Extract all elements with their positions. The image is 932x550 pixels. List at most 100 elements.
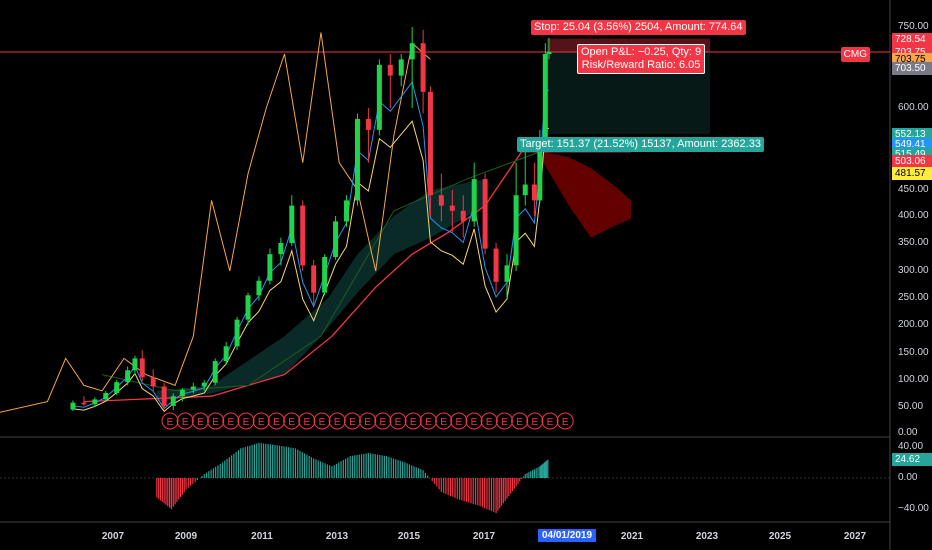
- time-tick-label: 2007: [101, 531, 125, 542]
- earnings-marker-23: [511, 412, 529, 430]
- price-tick-label: 750.00: [898, 21, 929, 32]
- candle-body-6: [132, 358, 138, 371]
- earnings-marker-label-15: E: [395, 417, 402, 428]
- price-tick-label: 200.00: [898, 319, 929, 330]
- price-tick-label: 600.00: [898, 102, 929, 113]
- earnings-marker-4: [222, 412, 240, 430]
- earnings-marker-22: [495, 412, 513, 430]
- earnings-marker-20: [465, 412, 483, 430]
- earnings-marker-8: [283, 412, 301, 430]
- candle-body-34: [427, 91, 433, 196]
- candle-body-15: [223, 346, 229, 362]
- ichimoku-cloud-bearish: [543, 151, 632, 238]
- earnings-marker-label-9: E: [303, 417, 310, 428]
- candle-body-31: [398, 59, 404, 76]
- earnings-marker-label-4: E: [227, 417, 234, 428]
- candle-body-2: [92, 399, 98, 405]
- candle-body-19: [267, 254, 273, 281]
- earnings-marker-9: [298, 412, 316, 430]
- target-label[interactable]: Target: 151.37 (21.52%) 15137, Amount: 2…: [517, 137, 764, 152]
- earnings-marker-label-6: E: [258, 417, 265, 428]
- earnings-marker-label-7: E: [273, 417, 280, 428]
- histogram-tick-label: −40.00: [898, 503, 929, 515]
- earnings-marker-label-14: E: [379, 417, 386, 428]
- earnings-marker-2: [191, 412, 209, 430]
- price-marker: 728.54: [892, 32, 932, 46]
- time-tick-label: 2013: [325, 531, 349, 542]
- candle-body-32: [409, 43, 415, 60]
- earnings-marker-label-10: E: [319, 417, 326, 428]
- earnings-marker-6: [252, 412, 270, 430]
- price-marker: 503.06: [892, 154, 932, 168]
- earnings-marker-16: [404, 412, 422, 430]
- earnings-marker-label-3: E: [212, 417, 219, 428]
- candle-body-27: [354, 118, 360, 201]
- earnings-marker-21: [480, 412, 498, 430]
- earnings-marker-26: [556, 412, 574, 430]
- candle-body-4: [114, 382, 120, 393]
- earnings-marker-12: [343, 412, 361, 430]
- earnings-marker-label-13: E: [364, 417, 371, 428]
- senkou-span-a: [102, 151, 541, 392]
- price-tick-label: 100.00: [898, 374, 929, 385]
- earnings-marker-11: [328, 412, 346, 430]
- earnings-marker-label-1: E: [182, 417, 189, 428]
- time-tick-label: 2015: [397, 531, 421, 542]
- conversion-line: [72, 80, 550, 410]
- candle-body-23: [311, 265, 317, 293]
- earnings-marker-3: [207, 412, 225, 430]
- candle-body-18: [256, 280, 262, 296]
- candle-body-14: [212, 361, 218, 383]
- candle-body-25: [333, 221, 339, 257]
- earnings-marker-label-5: E: [243, 417, 250, 428]
- candle-body-10: [170, 396, 176, 406]
- candle-body-33: [420, 43, 426, 92]
- price-tick-label: 0.00: [898, 427, 918, 438]
- candle-body-35: [438, 195, 444, 206]
- candle-body-0: [70, 402, 76, 410]
- base-line: [72, 120, 550, 413]
- candle-body-30: [387, 64, 393, 76]
- pnl-line2: Risk/Reward Ratio: 6.05: [581, 59, 701, 71]
- time-tick-label: 2009: [174, 531, 198, 542]
- candle-body-40: [493, 248, 499, 282]
- earnings-marker-label-20: E: [471, 417, 478, 428]
- candle-body-24: [322, 257, 328, 293]
- time-tick-label: 2021: [620, 531, 644, 542]
- earnings-marker-24: [526, 412, 544, 430]
- pnl-box[interactable]: Open P&L: −0.25, Qty: 9 Risk/Reward Rati…: [577, 44, 706, 74]
- earnings-marker-17: [419, 412, 437, 430]
- histogram-tick-label: 40.00: [898, 440, 924, 452]
- price-tick-label: 300.00: [898, 265, 929, 276]
- ichimoku-cloud-bullish: [156, 179, 486, 402]
- earnings-marker-7: [267, 412, 285, 430]
- candle-body-45: [537, 140, 543, 201]
- earnings-marker-label-8: E: [288, 417, 295, 428]
- stop-label[interactable]: Stop: 25.04 (3.56%) 2504, Amount: 774.64: [531, 20, 746, 35]
- candle-body-39: [482, 179, 488, 249]
- earnings-marker-18: [435, 412, 453, 430]
- candle-body-3: [103, 392, 109, 400]
- earnings-marker-label-22: E: [501, 417, 508, 428]
- candle-body-8: [150, 377, 156, 387]
- price-tick-label: 250.00: [898, 292, 929, 303]
- price-tick-label: 150.00: [898, 347, 929, 358]
- price-tick-label: 350.00: [898, 237, 929, 248]
- candle-body-42: [513, 195, 519, 266]
- time-tick-label: 04/01/2019: [537, 529, 597, 542]
- earnings-marker-5: [237, 412, 255, 430]
- price-marker: 703.50: [892, 61, 932, 75]
- earnings-marker-label-0: E: [167, 417, 174, 428]
- candle-body-47: [546, 51, 552, 54]
- histogram-last-value: 24.62: [892, 452, 932, 466]
- candle-body-7: [139, 358, 145, 378]
- earnings-marker-label-17: E: [425, 417, 432, 428]
- candle-body-17: [245, 295, 251, 320]
- earnings-marker-label-18: E: [440, 417, 447, 428]
- price-tick-label: 400.00: [898, 210, 929, 221]
- earnings-marker-1: [176, 412, 194, 430]
- price-tick-label: 50.00: [898, 401, 924, 412]
- candle-body-22: [300, 205, 306, 266]
- pnl-line1: Open P&L: −0.25, Qty: 9: [581, 46, 702, 58]
